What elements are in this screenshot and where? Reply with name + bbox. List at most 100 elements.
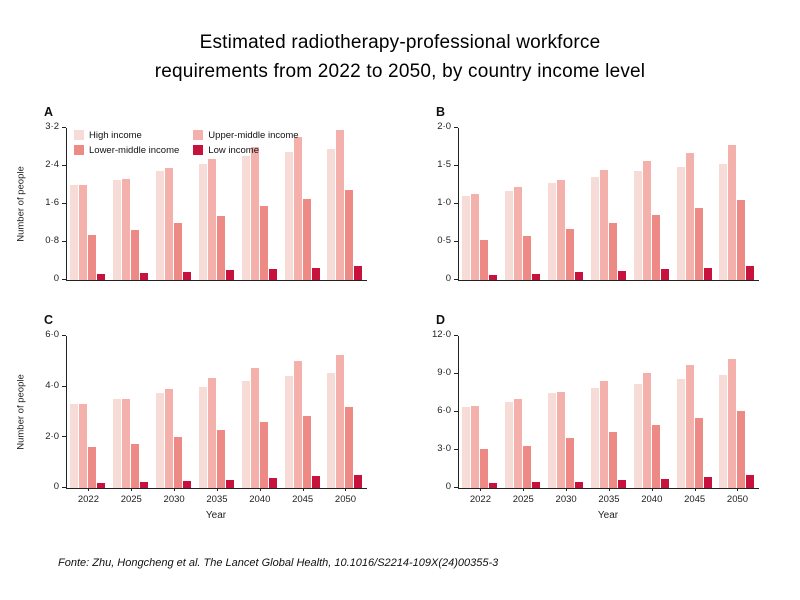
x-tick-label: 2035 xyxy=(206,493,228,505)
y-tick: 2·0 xyxy=(45,432,66,441)
bar-upper-middle-income xyxy=(471,405,480,488)
y-tick-label: 3·0 xyxy=(437,443,451,455)
bar-low-income xyxy=(354,474,363,488)
bar-group-2045: 2045 xyxy=(284,336,321,505)
y-tick-label: 2·0 xyxy=(437,121,451,133)
bar-upper-middle-income xyxy=(79,184,88,280)
y-tick-label: 0 xyxy=(445,481,451,493)
y-tick: 6·0 xyxy=(437,406,458,415)
x-tick-label: 2045 xyxy=(684,493,706,505)
chart-panel-C: C Number of people 0 2·0 4·0 6·0 2022 2025 2030 2… xyxy=(8,311,400,547)
y-tick: 3·2 xyxy=(45,122,66,131)
bar-low-income xyxy=(703,477,712,488)
bar-high-income xyxy=(590,176,599,280)
y-tick-label: 4·0 xyxy=(45,380,59,392)
bar-low-income xyxy=(140,272,149,280)
plot-area-A: 0 0·8 1·6 2·4 3·2 xyxy=(45,122,367,283)
y-tick-label: 0·8 xyxy=(45,235,59,247)
bar-upper-middle-income xyxy=(207,158,216,280)
bar-upper-middle-income xyxy=(250,146,259,280)
y-tick: 1·6 xyxy=(45,198,66,207)
bar-low-income xyxy=(532,482,541,488)
bar-low-income xyxy=(489,274,498,280)
bar-upper-middle-income xyxy=(557,179,566,280)
y-tick-label: 0 xyxy=(445,273,451,285)
y-tick: 9·0 xyxy=(437,368,458,377)
bar-lower-middle-income xyxy=(216,215,225,280)
bar-upper-middle-income xyxy=(642,160,651,280)
bar-low-income xyxy=(225,479,234,488)
panel-letter-D: D xyxy=(436,312,446,327)
bar-high-income xyxy=(284,151,293,280)
bar-upper-middle-income xyxy=(728,145,737,280)
bar-low-income xyxy=(575,481,584,488)
bar-group-2050: 2050 xyxy=(719,336,755,505)
bar-lower-middle-income xyxy=(523,235,532,280)
bar-lower-middle-income xyxy=(88,447,97,488)
chart-title-line2: requirements from 2022 to 2050, by count… xyxy=(154,61,646,83)
bar-lower-middle-income xyxy=(737,410,746,488)
bar-high-income xyxy=(719,163,728,280)
x-tick-label: 2045 xyxy=(292,493,314,505)
y-tick-label: 1·0 xyxy=(437,197,451,209)
legend-swatch xyxy=(193,130,204,141)
x-tick-label: 2050 xyxy=(726,493,749,505)
y-tick: 0·8 xyxy=(45,236,66,245)
bar-upper-middle-income xyxy=(250,367,259,488)
bar-lower-middle-income xyxy=(345,189,354,280)
x-tick-label: 2040 xyxy=(249,493,271,505)
bar-upper-middle-income xyxy=(165,168,174,280)
bar-group-2040 xyxy=(633,128,670,280)
bar-group-2035: 2035 xyxy=(198,336,235,505)
bar-group-2045 xyxy=(676,128,713,280)
bar-group-2025: 2025 xyxy=(505,336,541,505)
x-tick-label: 2035 xyxy=(598,493,620,505)
bar-low-income xyxy=(354,265,363,280)
y-tick: 0 xyxy=(54,482,66,491)
x-tick-label: 2050 xyxy=(334,493,357,505)
bar-high-income xyxy=(156,392,165,488)
y-tick: 12·0 xyxy=(432,330,458,339)
bar-lower-middle-income xyxy=(651,424,660,488)
legend-label: Low income xyxy=(208,144,259,156)
bar-group-2030 xyxy=(548,128,584,280)
y-tick: 6·0 xyxy=(45,330,66,339)
bar-group-2045 xyxy=(284,128,321,280)
bar-high-income xyxy=(241,381,250,488)
bar-upper-middle-income xyxy=(293,361,302,488)
chart-title-line1: Estimated radiotherapy-professional work… xyxy=(199,32,601,53)
bar-lower-middle-income xyxy=(302,415,311,488)
bar-low-income xyxy=(746,475,755,488)
bar-group-2040: 2040 xyxy=(633,336,670,505)
y-tick-label: 1·5 xyxy=(437,159,451,171)
bar-lower-middle-income xyxy=(566,228,575,280)
bar-lower-middle-income xyxy=(608,222,617,280)
bar-low-income xyxy=(97,273,106,280)
chart-panel-B: B 0 0·5 1·0 1·5 2·0 xyxy=(400,103,792,311)
y-tick-label: 2·0 xyxy=(45,430,59,442)
y-tick: 1·0 xyxy=(437,198,458,207)
bar-low-income xyxy=(703,267,712,280)
bar-high-income xyxy=(633,384,642,488)
bar-lower-middle-income xyxy=(523,446,532,488)
bar-upper-middle-income xyxy=(599,169,608,280)
bar-low-income xyxy=(268,268,277,280)
bar-lower-middle-income xyxy=(174,222,183,280)
x-tick-label: 2030 xyxy=(163,493,185,505)
x-tick-label: 2030 xyxy=(555,493,577,505)
bar-high-income xyxy=(548,183,557,280)
bar-lower-middle-income xyxy=(259,422,268,488)
bar-low-income xyxy=(660,269,669,280)
y-tick-label: 6·0 xyxy=(45,329,59,341)
bar-high-income xyxy=(676,167,685,280)
bar-high-income xyxy=(241,156,250,280)
bar-low-income xyxy=(97,482,106,488)
x-axis-label: Year xyxy=(597,509,619,521)
y-tick: 0 xyxy=(446,482,458,491)
bar-lower-middle-income xyxy=(737,200,746,280)
plot-area-C: 0 2·0 4·0 6·0 2022 2025 2030 2035 2040 2045 2050 xyxy=(45,330,367,505)
bar-low-income xyxy=(575,272,584,280)
y-tick-label: 3·2 xyxy=(45,121,59,133)
bar-upper-middle-income xyxy=(122,399,131,488)
